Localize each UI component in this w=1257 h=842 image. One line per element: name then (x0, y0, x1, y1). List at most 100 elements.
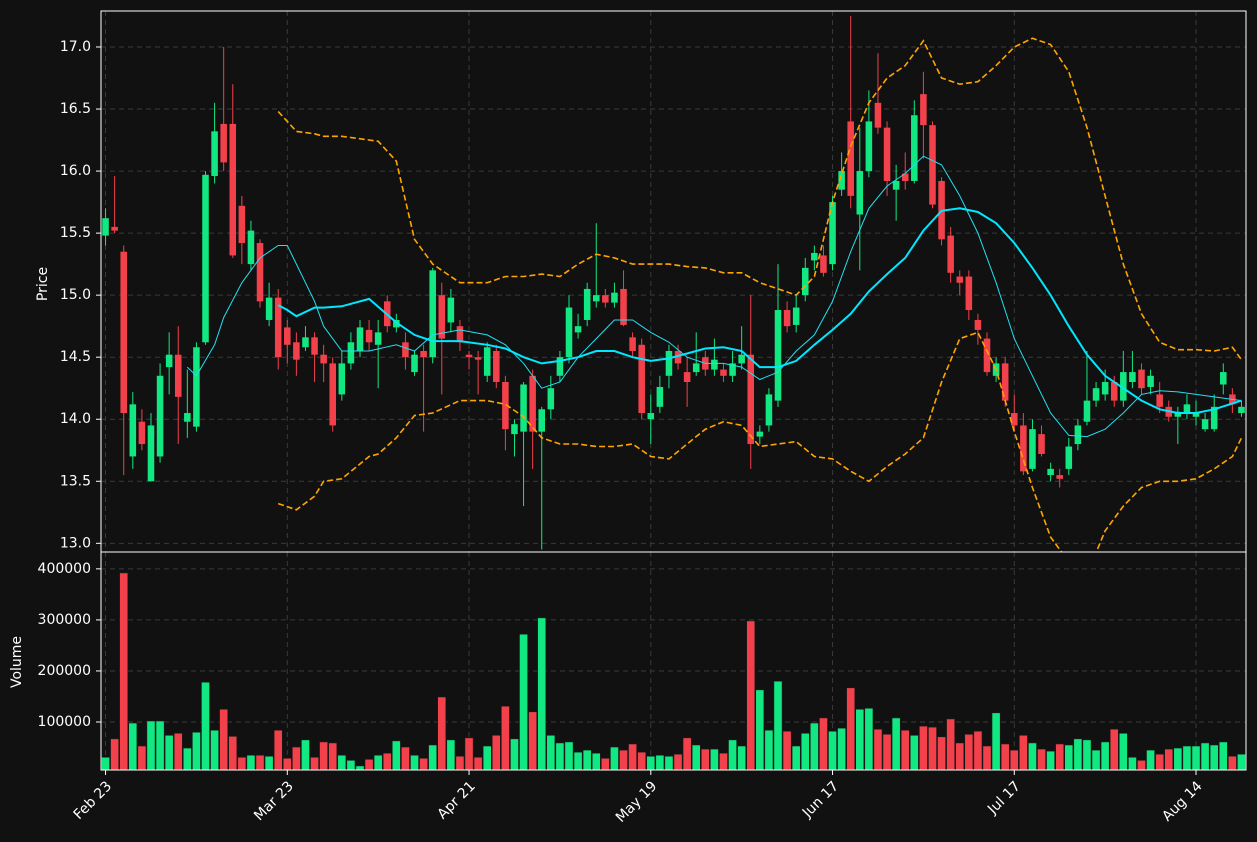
candle-body (583, 288, 591, 320)
volume-bar (900, 729, 910, 771)
volume-bar (1118, 732, 1128, 771)
candle-body (765, 394, 773, 426)
candle-body (1029, 429, 1036, 469)
volume-bar (155, 720, 165, 771)
volume-bar (164, 734, 174, 771)
candle-body (220, 123, 227, 163)
y-tick-label: 15.5 (60, 225, 91, 241)
candle-body (874, 102, 882, 128)
volume-bar (1000, 743, 1010, 771)
volume-bar (946, 718, 956, 771)
candle-body (611, 292, 618, 303)
volume-bar (1146, 749, 1155, 771)
volume-tick-label: 300000 (38, 612, 91, 628)
volume-bar (237, 756, 247, 771)
volume-bar (192, 731, 201, 771)
candle-body (965, 276, 973, 311)
volume-bar (364, 758, 374, 771)
candle-body (420, 350, 427, 358)
volume-bar (337, 754, 347, 771)
volume-bar (264, 755, 274, 771)
candle-body (720, 369, 727, 376)
candle-body (1020, 425, 1027, 472)
volume-bar (1191, 745, 1201, 771)
volume-bar (600, 757, 610, 771)
volume-bar (301, 739, 310, 771)
volume-bar (173, 732, 183, 771)
candle-body (274, 297, 282, 358)
volume-bar (746, 620, 756, 771)
volume-bar (973, 730, 983, 771)
volume-tick-label: 200000 (38, 663, 91, 679)
volume-bar (619, 749, 628, 771)
candle-body (456, 326, 464, 343)
candle-body (774, 310, 782, 401)
volume-bar (355, 765, 365, 771)
volume-bar (737, 745, 747, 771)
candle-body (820, 255, 827, 273)
candle-body (429, 270, 436, 358)
volume-bar (637, 751, 647, 771)
volume-axis-label: Volume (9, 636, 25, 688)
candle-body (411, 354, 418, 373)
candle-body (747, 354, 755, 445)
volume-bar (428, 744, 438, 771)
volume-bar (201, 681, 210, 771)
candle-body (529, 375, 536, 432)
candle-body (311, 337, 318, 355)
candle-body (1047, 468, 1054, 476)
volume-bar (846, 687, 856, 771)
volume-bar (1200, 742, 1210, 771)
candle-body (402, 342, 409, 358)
volume-bar (1091, 749, 1101, 771)
candle-body (256, 243, 264, 302)
candle-body (1083, 400, 1091, 422)
candle-body (165, 354, 173, 368)
volume-bar (864, 707, 874, 771)
candle-body (647, 413, 655, 420)
candle-body (1011, 413, 1018, 426)
volume-bar (319, 741, 329, 771)
y-tick-label: 13.5 (60, 473, 91, 489)
volume-bar (719, 752, 728, 771)
candle-body (329, 363, 336, 426)
candle-body (1038, 434, 1045, 454)
candle-body (393, 319, 400, 328)
y-tick-label: 17.0 (60, 39, 91, 55)
volume-bar (1128, 756, 1137, 771)
volume-bar (1018, 734, 1028, 771)
candle-body (847, 121, 854, 196)
volume-bar (510, 738, 519, 771)
volume-bar (1155, 753, 1165, 771)
candle-body (547, 388, 555, 410)
volume-bar (964, 733, 974, 771)
candle-body (920, 94, 927, 126)
candle-body (302, 337, 309, 348)
volume-bar (137, 745, 147, 771)
volume-bar (346, 759, 356, 771)
candle-body (711, 359, 718, 370)
volume-bar (528, 711, 538, 771)
volume-bar (128, 722, 138, 771)
volume-bar (919, 725, 928, 771)
candle-body (738, 354, 745, 364)
candle-body (520, 384, 527, 432)
volume-bar (401, 746, 410, 771)
volume-bar (682, 737, 692, 771)
volume-bar (982, 745, 992, 771)
volume-bar (410, 754, 419, 771)
candle-body (892, 180, 900, 190)
volume-bar (1073, 738, 1083, 771)
volume-bar (955, 742, 965, 771)
candle-body (229, 123, 237, 256)
candle-body (493, 350, 500, 383)
indicator-line (277, 331, 1243, 552)
volume-bar (328, 742, 338, 771)
candle-body (447, 297, 455, 323)
price-axis-label: Price (35, 267, 51, 301)
volume-bar (182, 747, 192, 771)
candle-body (293, 342, 300, 360)
candle-body (538, 409, 546, 432)
candle-body (692, 363, 700, 373)
candle-body (138, 421, 146, 445)
